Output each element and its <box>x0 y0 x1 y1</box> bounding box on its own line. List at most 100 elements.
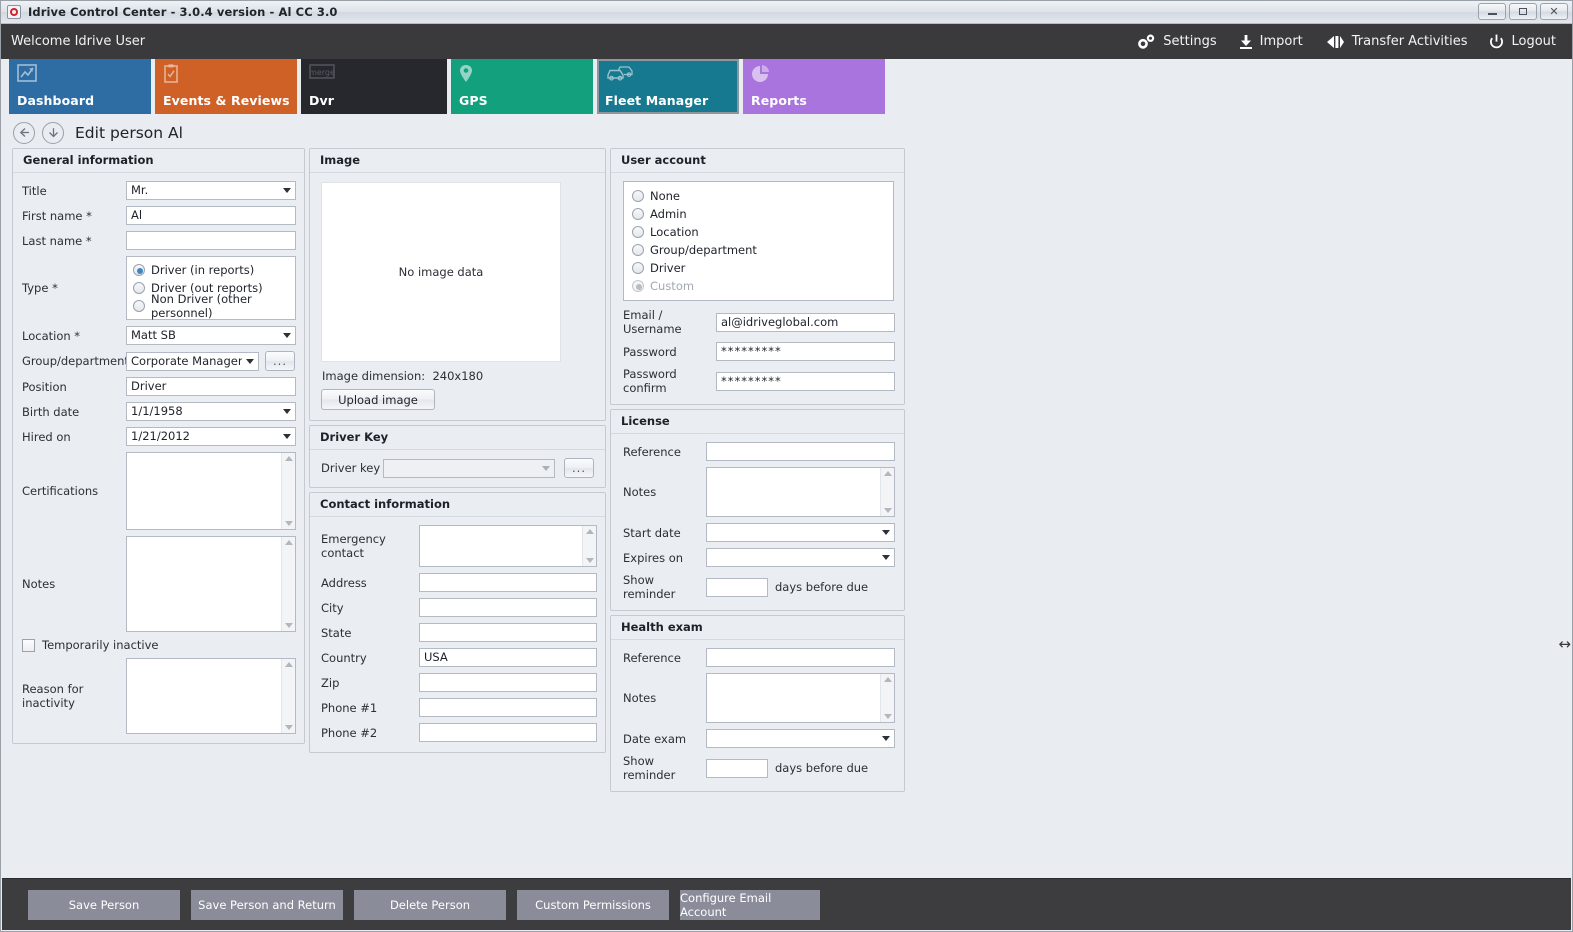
address-input[interactable] <box>419 573 597 592</box>
field-temporarily-inactive[interactable]: Temporarily inactive <box>22 638 296 652</box>
scroll-up-icon[interactable] <box>585 529 594 534</box>
scroll-down-icon[interactable] <box>883 714 892 719</box>
field-health-reference: Reference <box>623 648 895 667</box>
scroll-down-icon[interactable] <box>284 725 293 730</box>
phone1-input[interactable] <box>419 698 597 717</box>
scrollbar[interactable] <box>582 526 596 566</box>
field-password-confirm: Password confirm ********* <box>623 367 895 395</box>
minimize-button[interactable] <box>1478 3 1506 20</box>
configure-email-account-button[interactable]: Configure Email Account <box>680 889 820 920</box>
email-label: Email / Username <box>623 308 682 336</box>
type-option-non-driver[interactable]: Non Driver (other personnel) <box>133 292 289 320</box>
notes-textarea[interactable] <box>126 536 296 632</box>
delete-person-button[interactable]: Delete Person <box>354 889 506 920</box>
image-dimension-label: Image dimension: <box>322 369 426 383</box>
health-reminder-input[interactable] <box>706 758 768 778</box>
arrow-down-circle-icon[interactable] <box>42 121 64 144</box>
scroll-down-icon[interactable] <box>284 623 293 628</box>
first-name-label: First name * <box>22 208 92 223</box>
scrollbar[interactable] <box>281 453 295 529</box>
upload-image-button[interactable]: Upload image <box>321 389 435 410</box>
welcome-text: Welcome Idrive User <box>11 34 146 49</box>
group-browse-button[interactable]: ... <box>265 351 295 371</box>
health-reminder-label: Show reminder <box>623 754 676 782</box>
scroll-down-icon[interactable] <box>883 508 892 513</box>
health-reminder-suffix: days before due <box>775 761 869 775</box>
save-person-button[interactable]: Save Person <box>28 889 180 920</box>
role-option-none[interactable]: None <box>632 187 885 205</box>
chevron-down-icon <box>283 333 291 338</box>
title-select[interactable]: Mr. <box>126 181 296 200</box>
custom-permissions-button[interactable]: Custom Permissions <box>517 889 669 920</box>
password-confirm-input[interactable]: ********* <box>716 371 895 391</box>
password-input[interactable]: ********* <box>716 342 895 361</box>
reason-textarea[interactable] <box>126 658 296 734</box>
scroll-down-icon[interactable] <box>284 521 293 526</box>
scrollbar[interactable] <box>281 659 295 733</box>
import-button[interactable]: Import <box>1239 34 1303 50</box>
phone2-input[interactable] <box>419 723 597 742</box>
location-select[interactable]: Matt SB <box>126 326 296 345</box>
license-start-date-picker[interactable] <box>706 523 895 542</box>
zip-input[interactable] <box>419 673 597 692</box>
first-name-input[interactable]: Al <box>126 206 296 225</box>
type-option-driver-out-reports[interactable]: Driver (out reports) <box>133 279 289 297</box>
window-title: Idrive Control Center - 3.0.4 version - … <box>28 5 338 19</box>
scroll-up-icon[interactable] <box>284 662 293 667</box>
chevron-down-icon <box>283 409 291 414</box>
scroll-down-icon[interactable] <box>585 558 594 563</box>
license-reminder-input[interactable] <box>706 577 768 597</box>
scrollbar[interactable] <box>880 468 894 516</box>
module-tile-reports[interactable]: Reports <box>743 59 885 114</box>
license-expires-picker[interactable] <box>706 548 895 567</box>
license-notes-textarea[interactable] <box>706 467 895 517</box>
field-license-start-date: Start date <box>623 523 895 542</box>
scroll-up-icon[interactable] <box>883 677 892 682</box>
module-tile-dashboard[interactable]: Dashboard <box>9 59 151 114</box>
type-option-driver-in-reports[interactable]: Driver (in reports) <box>133 261 289 279</box>
maximize-button[interactable] <box>1509 3 1537 20</box>
email-input[interactable]: al@idriveglobal.com <box>716 312 895 332</box>
state-input[interactable] <box>419 623 597 642</box>
city-input[interactable] <box>419 598 597 617</box>
birth-date-picker[interactable]: 1/1/1958 <box>126 402 296 421</box>
scrollbar[interactable] <box>880 674 894 722</box>
position-input[interactable]: Driver <box>126 377 296 396</box>
driver-key-select[interactable] <box>383 458 555 478</box>
group-select[interactable]: Corporate Managem... <box>126 351 259 371</box>
scroll-up-icon[interactable] <box>883 471 892 476</box>
image-dimension-row: Image dimension: 240x180 <box>322 369 605 383</box>
scroll-up-icon[interactable] <box>284 540 293 545</box>
temporarily-inactive-checkbox[interactable] <box>22 638 35 652</box>
role-option-admin[interactable]: Admin <box>632 205 885 223</box>
certifications-textarea[interactable] <box>126 452 296 530</box>
type-radio-group: Driver (in reports) Driver (out reports)… <box>126 256 296 320</box>
license-reference-input[interactable] <box>706 442 895 461</box>
module-tile-fleet-manager[interactable]: Fleet Manager <box>597 59 739 114</box>
role-option-driver[interactable]: Driver <box>632 259 885 277</box>
driver-key-browse-button[interactable]: ... <box>564 458 594 478</box>
date-exam-picker[interactable] <box>706 729 895 748</box>
role-option-location[interactable]: Location <box>632 223 885 241</box>
arrow-left-circle-icon[interactable] <box>13 121 35 144</box>
close-button[interactable]: ✕ <box>1540 3 1568 20</box>
module-tile-dvr[interactable]: merge Dvr <box>301 59 447 114</box>
save-person-return-button[interactable]: Save Person and Return <box>191 889 343 920</box>
scroll-up-icon[interactable] <box>284 456 293 461</box>
health-notes-textarea[interactable] <box>706 673 895 723</box>
module-tile-gps[interactable]: GPS <box>451 59 593 114</box>
settings-button[interactable]: Settings <box>1136 33 1217 50</box>
scrollbar[interactable] <box>281 537 295 631</box>
last-name-input[interactable] <box>126 231 296 250</box>
emergency-textarea[interactable] <box>419 525 597 567</box>
country-input[interactable]: USA <box>419 648 597 667</box>
role-option-group-department[interactable]: Group/department <box>632 241 885 259</box>
hired-on-picker[interactable]: 1/21/2012 <box>126 427 296 446</box>
logout-button[interactable]: Logout <box>1489 34 1556 50</box>
transfer-activities-button[interactable]: Transfer Activities <box>1325 34 1467 50</box>
health-reference-input[interactable] <box>706 648 895 667</box>
module-tile-events-reviews[interactable]: Events & Reviews <box>155 59 297 114</box>
license-panel: License Reference Notes <box>610 409 905 611</box>
title-label: Title <box>22 183 47 198</box>
license-reminder-label: Show reminder <box>623 573 676 601</box>
